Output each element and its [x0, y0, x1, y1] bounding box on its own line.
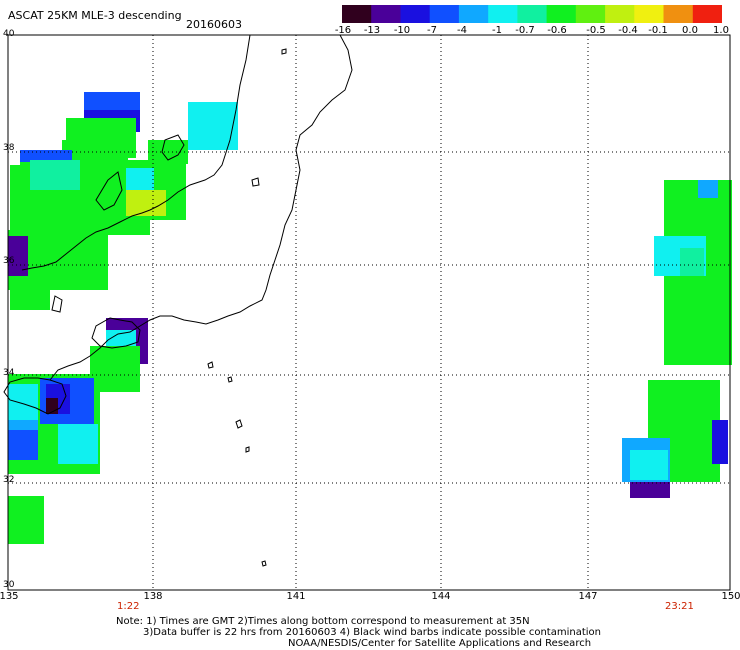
colorbar-label: -0.7 [515, 25, 535, 36]
lon-label-150: 150 [721, 591, 740, 602]
colorbar-label: -0.5 [586, 25, 606, 36]
note-line-1: Note: 1) Times are GMT 2)Times along bot… [116, 616, 530, 627]
colorbar-swatch [605, 5, 635, 23]
data-cell [8, 236, 28, 276]
colorbar-label: -7 [427, 25, 437, 36]
map-frame [7, 34, 731, 591]
map-date: 20160603 [186, 18, 242, 31]
colorbar-label: -4 [457, 25, 467, 36]
data-cell [188, 102, 238, 150]
colorbar-swatch [371, 5, 401, 23]
colorbar-swatch [429, 5, 460, 23]
note-line-2: 3)Data buffer is 22 hrs from 20160603 4)… [143, 627, 601, 638]
colorbar-label: 1.0 [713, 25, 729, 36]
lat-label-38: 38 [3, 143, 15, 153]
data-cell [712, 420, 728, 464]
data-cell [8, 496, 44, 544]
data-cell [20, 150, 72, 162]
colorbar [342, 5, 722, 23]
data-cell [126, 190, 166, 216]
time-right: 23:21 [665, 601, 694, 612]
data-cell [10, 290, 50, 310]
lat-label-34: 34 [3, 368, 15, 378]
colorbar-label: -10 [393, 25, 411, 36]
data-cell [58, 424, 98, 464]
data-cell [630, 482, 670, 498]
time-left: 1:22 [117, 601, 140, 612]
colorbar-swatch [342, 5, 372, 23]
lat-label-30: 30 [3, 580, 15, 590]
mle-data-cells [8, 92, 732, 544]
colorbar-swatch [400, 5, 431, 23]
colorbar-label: -13 [363, 25, 381, 36]
data-cell [630, 450, 668, 480]
colorbar-label: -1 [492, 25, 502, 36]
data-cell [698, 180, 718, 198]
colorbar-swatch [575, 5, 606, 23]
note-line-3: NOAA/NESDIS/Center for Satellite Applica… [288, 638, 592, 649]
lon-label-135: 135 [0, 591, 19, 602]
colorbar-swatch [517, 5, 548, 23]
lat-label-40: 40 [3, 29, 15, 39]
data-cell [30, 160, 80, 190]
lat-label-36: 36 [3, 256, 15, 266]
lon-label-141: 141 [286, 591, 306, 602]
colorbar-label: -0.4 [618, 25, 638, 36]
lon-label-138: 138 [143, 591, 163, 602]
colorbar-swatch [488, 5, 518, 23]
data-cell [8, 430, 38, 460]
colorbar-label: -0.1 [648, 25, 668, 36]
data-cell [680, 248, 704, 276]
map-title: ASCAT 25KM MLE-3 descending [8, 9, 182, 22]
colorbar-swatch [663, 5, 694, 23]
colorbar-label: 0.0 [682, 25, 698, 36]
colorbar-swatch [546, 5, 577, 23]
data-cell [84, 92, 140, 110]
colorbar-swatch [458, 5, 489, 23]
coastline [3, 34, 353, 567]
lon-label-144: 144 [431, 591, 451, 602]
lon-label-147: 147 [578, 591, 598, 602]
colorbar-swatch [692, 5, 722, 23]
colorbar-label: -0.6 [547, 25, 567, 36]
colorbar-swatch [634, 5, 664, 23]
colorbar-label: -16 [334, 25, 352, 36]
lat-label-32: 32 [3, 475, 15, 485]
map-gridlines [8, 35, 730, 590]
